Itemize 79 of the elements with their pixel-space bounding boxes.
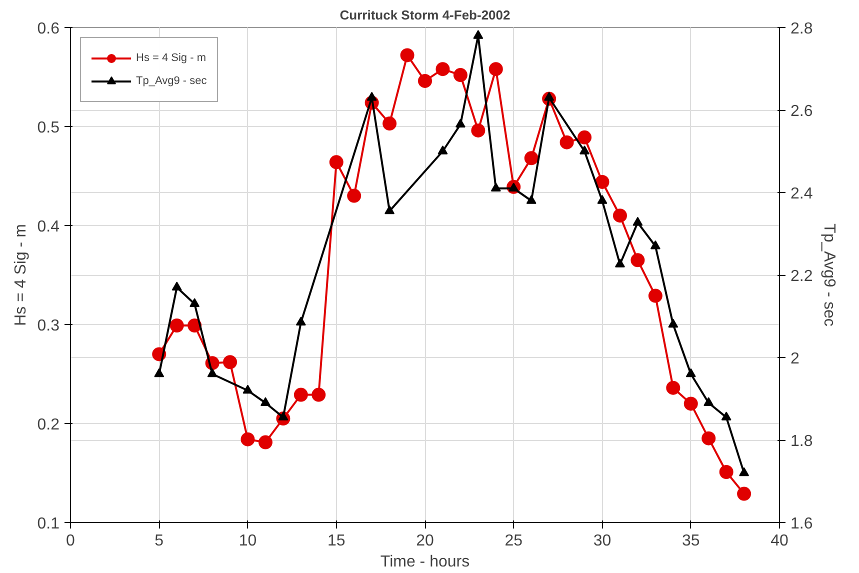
point xyxy=(400,48,414,62)
legend-label: Hs = 4 Sig - m xyxy=(136,52,206,64)
y2-axis-title: Tp_Avg9 - sec xyxy=(820,224,838,326)
point xyxy=(560,135,574,150)
point xyxy=(580,146,590,154)
y2-tick-label: 2.4 xyxy=(790,186,813,202)
point xyxy=(666,380,680,395)
point xyxy=(471,123,486,138)
point xyxy=(312,388,326,402)
point xyxy=(260,397,270,406)
point xyxy=(384,205,395,214)
y-tick-label: 0.3 xyxy=(37,318,60,334)
point xyxy=(612,208,627,223)
point xyxy=(488,62,503,76)
point xyxy=(648,288,662,303)
y2-tick-label: 2.2 xyxy=(790,268,813,285)
x-tick-label: 25 xyxy=(504,532,523,550)
point xyxy=(630,253,645,268)
point xyxy=(455,118,466,128)
y2-tick-label: 1.6 xyxy=(790,516,813,532)
point xyxy=(739,467,750,476)
y2-tick-label: 2.8 xyxy=(790,20,813,38)
x-axis-title: Time - hours xyxy=(380,554,470,570)
point xyxy=(524,151,538,166)
y-tick-label: 0.4 xyxy=(37,218,60,236)
point xyxy=(595,174,610,189)
y-tick-label: 0.6 xyxy=(37,20,60,38)
point xyxy=(597,195,608,204)
point xyxy=(719,465,734,479)
point xyxy=(154,368,164,378)
point xyxy=(436,62,450,76)
y-tick-label: 0.1 xyxy=(37,516,60,532)
point xyxy=(294,388,308,402)
x-tick-label: 5 xyxy=(154,532,164,550)
point xyxy=(526,195,536,204)
point xyxy=(329,155,344,170)
point xyxy=(296,316,306,326)
point xyxy=(418,74,432,88)
point xyxy=(347,188,362,203)
point xyxy=(170,318,184,332)
point xyxy=(242,384,253,394)
point xyxy=(686,368,696,378)
point xyxy=(632,216,643,226)
point xyxy=(668,318,678,328)
point xyxy=(382,116,397,131)
point xyxy=(490,182,501,192)
x-tick-label: 40 xyxy=(770,532,788,550)
x-tick-label: 20 xyxy=(416,532,434,550)
point xyxy=(578,130,592,144)
point xyxy=(223,355,238,370)
point xyxy=(453,68,468,82)
x-tick-label: 10 xyxy=(238,532,257,550)
point xyxy=(240,432,255,446)
point xyxy=(684,396,698,411)
point xyxy=(737,486,752,501)
x-tick-label: 35 xyxy=(682,532,700,550)
point xyxy=(366,92,377,101)
point xyxy=(207,368,218,378)
chart-title: Currituck Storm 4-Feb-2002 xyxy=(340,8,510,22)
x-tick-label: 15 xyxy=(327,532,346,550)
y2-tick-label: 2.6 xyxy=(790,103,813,120)
y-tick-label: 0.2 xyxy=(37,416,60,434)
point xyxy=(721,412,732,420)
point xyxy=(190,298,200,307)
point xyxy=(704,397,714,406)
point xyxy=(473,30,484,39)
point xyxy=(258,435,272,450)
y2-tick-label: 1.8 xyxy=(790,433,813,450)
point xyxy=(438,146,448,154)
point xyxy=(702,431,716,446)
y-tick-label: 0.5 xyxy=(37,120,60,136)
x-tick-label: 30 xyxy=(593,532,612,550)
y2-tick-label: 2 xyxy=(790,350,800,368)
point xyxy=(172,282,182,290)
point xyxy=(650,240,660,250)
x-tick-label: 0 xyxy=(66,532,76,550)
legend-label: Tp_Avg9 - sec xyxy=(136,75,207,87)
point xyxy=(614,258,625,268)
y-axis-title: Hs = 4 Sig - m xyxy=(12,224,30,326)
